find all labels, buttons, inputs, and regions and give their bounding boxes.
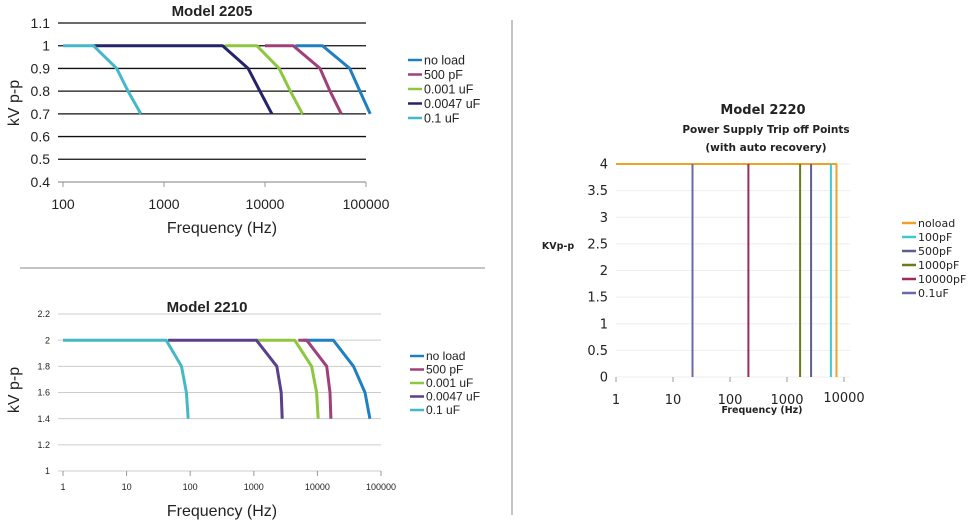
y-axis-label: kV p-p <box>6 80 23 126</box>
y-tick-label: 2 <box>45 335 50 345</box>
y-tick-label: 3.5 <box>587 184 608 199</box>
series-line-no-load <box>295 44 372 115</box>
legend-label: 0.0047 uF <box>426 390 480 404</box>
x-tick-label: 100 <box>718 393 743 408</box>
y-tick-label: 0 <box>600 371 608 386</box>
y-tick-label: 3 <box>600 211 608 226</box>
series-line-0-001-uf <box>256 338 320 419</box>
series-line-500-pf <box>265 44 343 115</box>
y-tick-label: 1 <box>45 466 50 476</box>
x-tick-label: 10000 <box>305 482 330 492</box>
chart-title: Model 2220 <box>720 103 805 118</box>
chart-subtitle-line-1: Power Supply Trip off Points <box>682 124 849 136</box>
y-tick-label: 0.5 <box>31 151 51 167</box>
legend-label: 0.0047 uF <box>424 97 481 111</box>
series-line-0-1-uf <box>63 338 190 419</box>
legend-label: no load <box>426 349 465 363</box>
x-tick-label: 1000 <box>244 482 264 492</box>
series-line-0-1-uf <box>63 44 143 115</box>
y-tick-label: 0.6 <box>31 128 51 144</box>
y-tick-label: 0.8 <box>31 83 51 99</box>
x-tick-label: 1 <box>612 393 620 408</box>
y-axis-label: KVp-p <box>542 241 574 252</box>
chart-model-2205: Model 2205 Frequency (Hz) kV p-p 0.4 0.5 0… <box>6 3 481 237</box>
x-tick-label: 1 <box>60 482 65 492</box>
chart-model-2210: Model 2210 Frequency (Hz) kV p-p 1 1.2 1.4… <box>6 299 480 520</box>
x-tick-label: 100 <box>183 482 198 492</box>
x-axis-label: Frequency (Hz) <box>721 405 802 416</box>
legend-label: no load <box>424 53 465 67</box>
x-axis-label: Frequency (Hz) <box>167 220 277 237</box>
x-tick-label: 100000 <box>343 196 390 212</box>
x-tick-label: 1000 <box>770 393 803 408</box>
x-tick-label: 10000 <box>246 196 285 212</box>
x-tick-label: 100 <box>51 196 75 212</box>
y-tick-label: 1.1 <box>31 15 51 31</box>
y-tick-label: 2 <box>600 264 608 279</box>
y-tick-label: 4 <box>600 158 608 173</box>
legend-label: 0.1 uF <box>424 111 460 125</box>
legend-label: 500pF <box>918 245 952 258</box>
x-axis-label: Frequency (Hz) <box>167 503 277 520</box>
legend-label: 1000pF <box>918 259 959 272</box>
y-tick-label: 0.9 <box>31 60 51 76</box>
y-tick-label: 1 <box>42 38 50 54</box>
series-line-noload <box>616 163 838 377</box>
y-tick-label: 2.5 <box>587 237 608 252</box>
y-tick-label: 0.5 <box>587 344 608 359</box>
y-tick-label: 1 <box>600 317 608 332</box>
y-tick-label: 1.4 <box>37 414 50 424</box>
series-line-500-pf <box>298 338 333 419</box>
series-line-no-load <box>303 338 372 419</box>
x-tick-label: 10 <box>122 482 132 492</box>
x-tick-label: 100000 <box>366 482 396 492</box>
legend-label: 0.001 uF <box>426 376 473 390</box>
legend-label: 0.1 uF <box>426 403 460 417</box>
legend-label: 500 pF <box>426 363 463 377</box>
chart-title: Model 2205 <box>172 3 253 20</box>
series-line-0-0047-uf <box>168 338 284 419</box>
y-tick-label: 2.2 <box>37 309 50 319</box>
x-tick-label: 10000 <box>823 391 864 406</box>
series-line-0-001-uf <box>224 44 304 115</box>
legend-label: 0.001 uF <box>424 82 474 96</box>
legend-label: 100pF <box>918 231 952 244</box>
y-tick-label: 1.6 <box>37 388 50 398</box>
chart-title: Model 2210 <box>167 299 248 316</box>
legend-label: 0.1uF <box>918 287 949 300</box>
y-tick-label: 1.2 <box>37 440 50 450</box>
y-axis-label: kV p-p <box>6 367 23 413</box>
x-tick-label: 1000 <box>148 196 179 212</box>
chart-subtitle-line-2: (with auto recovery) <box>705 142 826 154</box>
chart-model-2220: Model 2220 Power Supply Trip off Points … <box>542 103 966 416</box>
series-line-0-0047-uf <box>93 44 274 115</box>
y-tick-label: 1.5 <box>587 291 608 306</box>
y-tick-label: 1.8 <box>37 361 50 371</box>
legend-label: 500 pF <box>424 68 463 82</box>
y-tick-label: 0.7 <box>31 106 51 122</box>
x-tick-label: 10 <box>665 393 682 408</box>
legend-label: 10000pF <box>918 273 966 286</box>
y-tick-label: 0.4 <box>31 174 51 190</box>
legend-label: noload <box>918 217 955 230</box>
